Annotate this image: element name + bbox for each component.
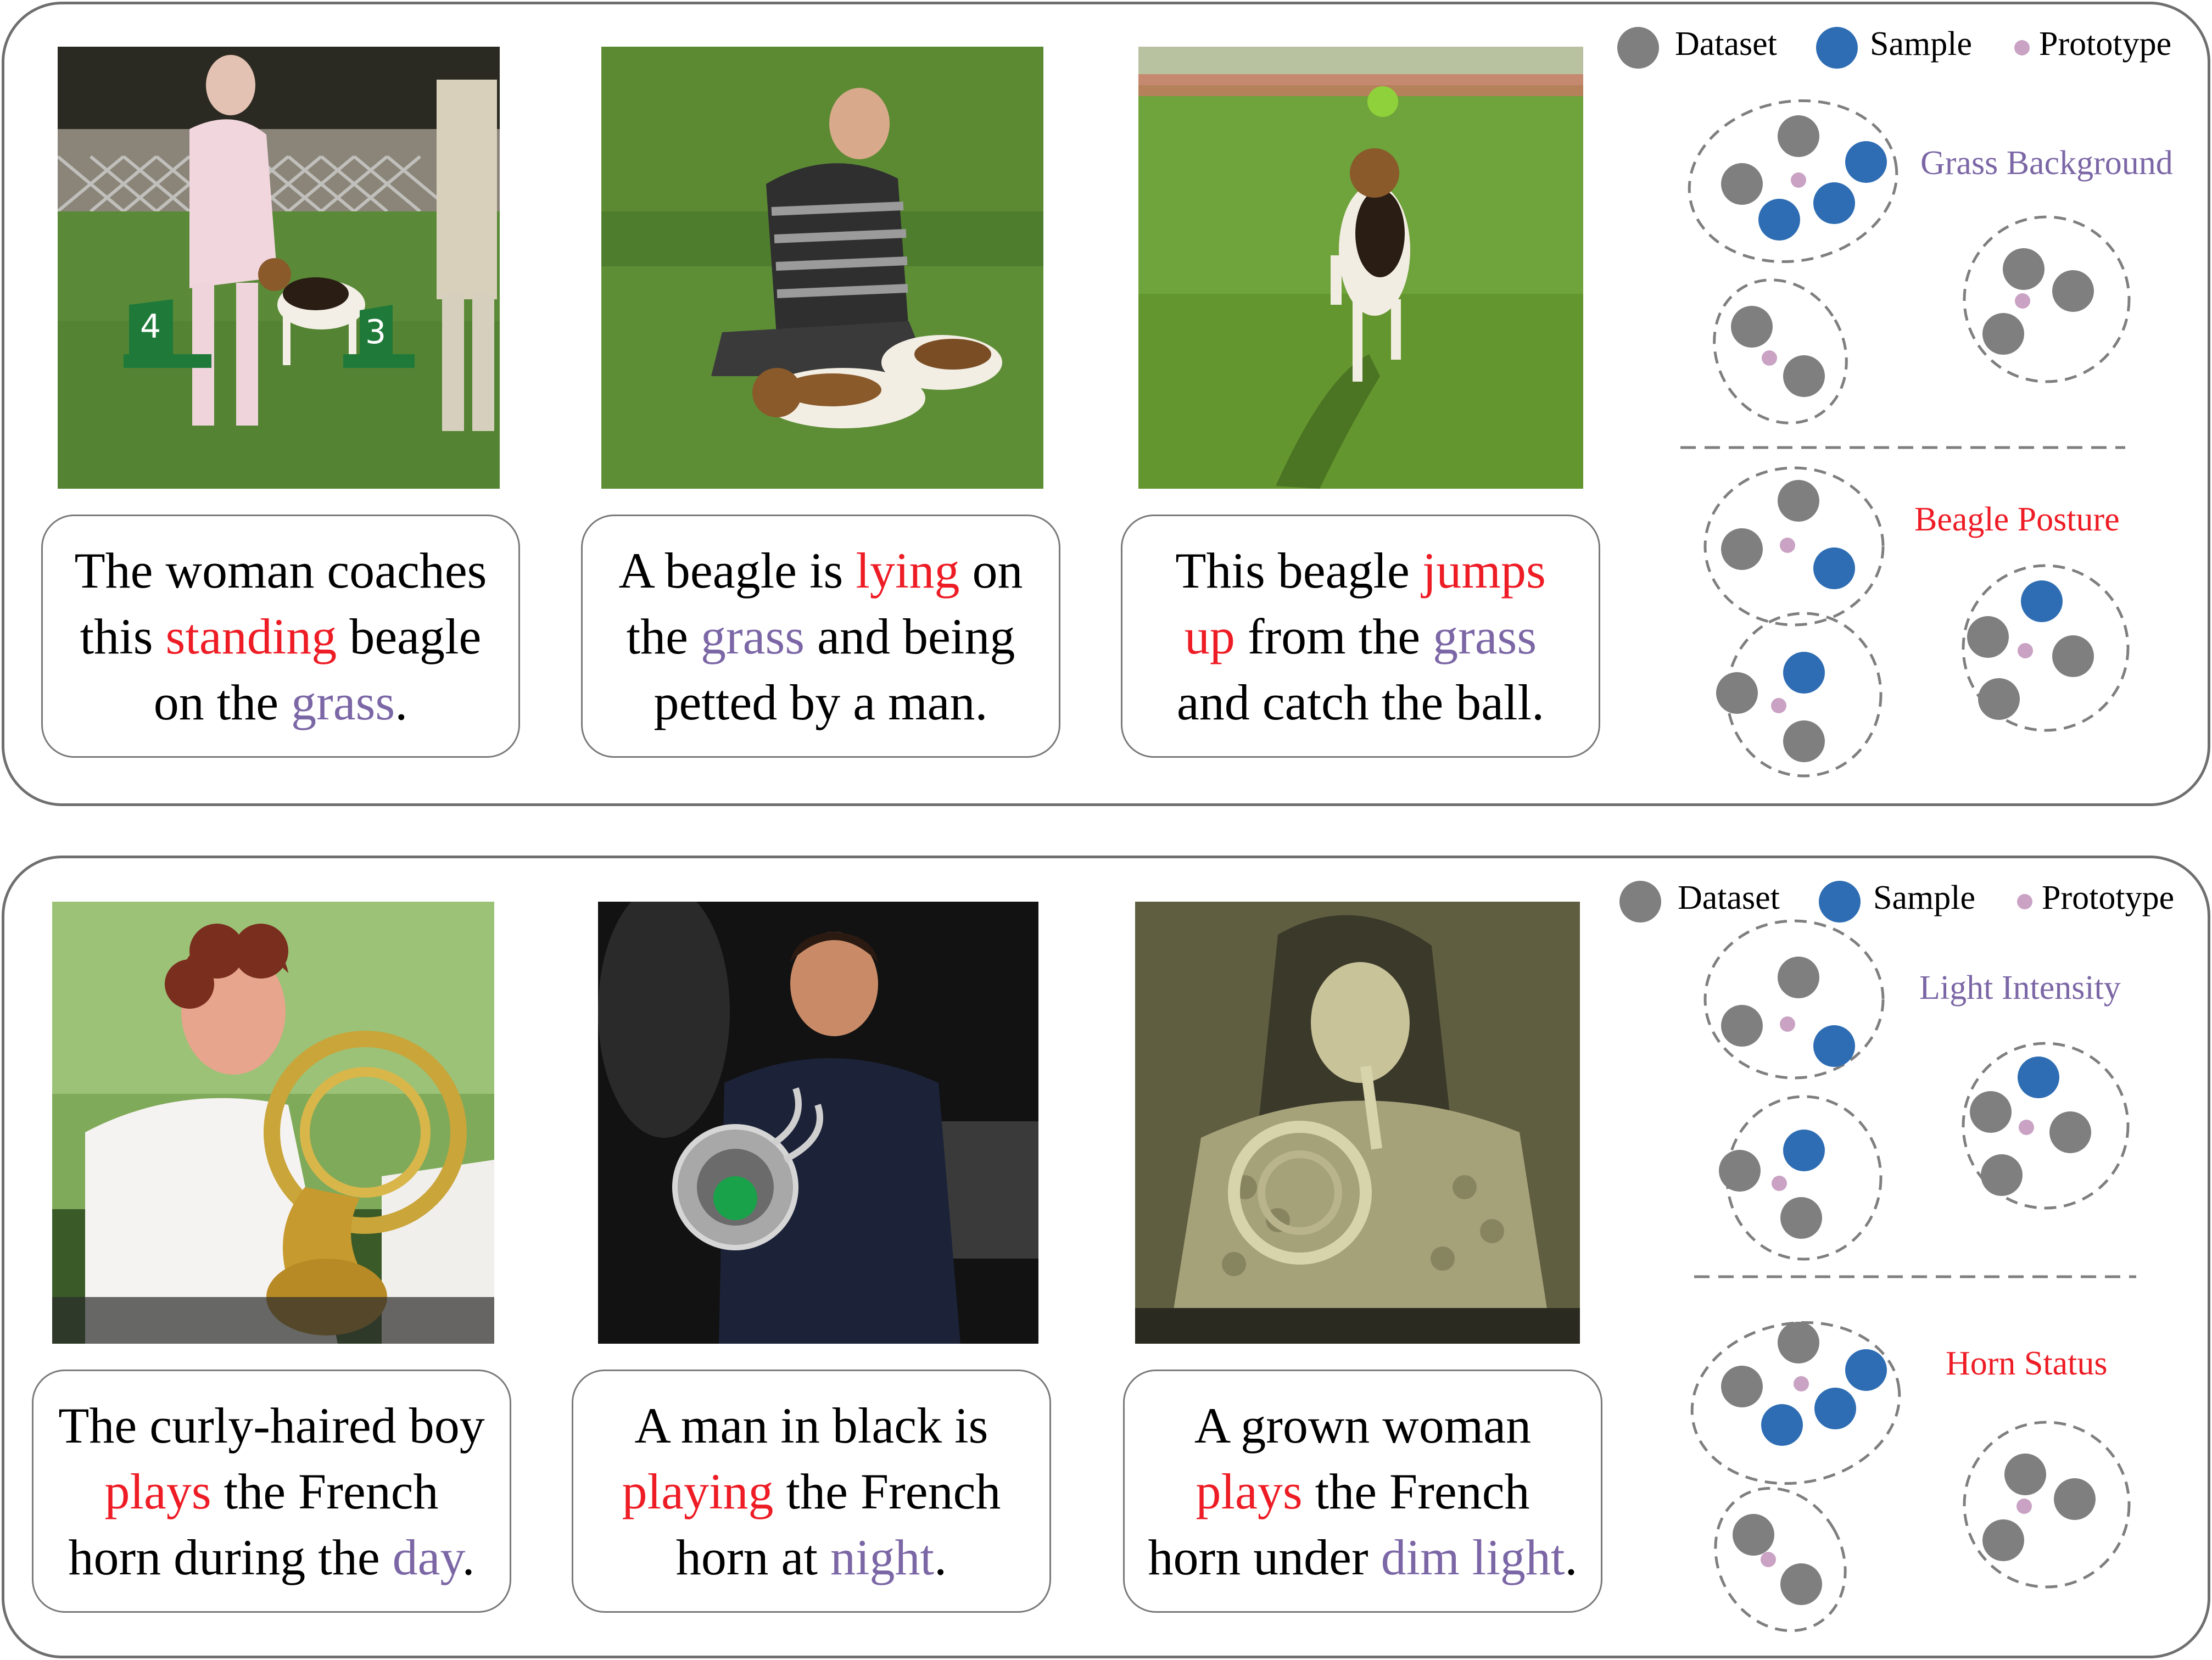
caption-line: and catch the ball. bbox=[1175, 669, 1546, 735]
photo-woman-playing-horn-dim bbox=[1135, 902, 1580, 1344]
caption-beagle-3: This beagle jumps up from the grass and ca… bbox=[1121, 515, 1600, 758]
photo-man-playing-horn-night bbox=[598, 902, 1038, 1344]
caption-line: on the grass. bbox=[74, 669, 487, 735]
caption-segment: this bbox=[80, 608, 166, 664]
legend-prototype-label-2: Prototype bbox=[2042, 879, 2175, 916]
caption-segment: petted by a man. bbox=[653, 674, 988, 730]
caption-segment: . bbox=[934, 1529, 947, 1585]
caption-text: This beagle jumps up from the grass and ca… bbox=[1175, 538, 1546, 735]
legend-sample-label-2: Sample bbox=[1873, 879, 1975, 916]
topic-light-intensity: Light Intensity bbox=[1919, 969, 2121, 1007]
caption-text: A beagle is lying on the grass and being p… bbox=[619, 538, 1023, 735]
svg-text:4: 4 bbox=[140, 308, 161, 346]
caption-line: petted by a man. bbox=[619, 669, 1023, 735]
caption-horn-1: The curly-haired boy plays the French horn… bbox=[32, 1370, 511, 1613]
caption-segment: the French bbox=[1302, 1463, 1530, 1519]
caption-segment: and catch the ball. bbox=[1176, 674, 1545, 730]
caption-segment: horn during the bbox=[68, 1529, 393, 1585]
photo-woman-coaching-beagle: 4 3 bbox=[58, 47, 500, 489]
caption-line: plays the French bbox=[1148, 1458, 1578, 1524]
photo-boy-playing-horn-day bbox=[52, 902, 494, 1344]
caption-segment: beagle bbox=[337, 608, 482, 664]
caption-action-word: plays bbox=[104, 1463, 211, 1519]
caption-segment: The woman coaches bbox=[74, 542, 487, 599]
caption-horn-2: A man in black is playing the French horn … bbox=[572, 1370, 1051, 1613]
caption-line: this standing beagle bbox=[74, 603, 487, 669]
caption-segment: horn under bbox=[1148, 1529, 1381, 1585]
caption-segment: The curly-haired boy bbox=[58, 1397, 485, 1454]
caption-line: A man in black is bbox=[622, 1393, 1001, 1458]
caption-horn-3: A grown woman plays the French horn under … bbox=[1123, 1370, 1602, 1613]
legend-prototype-label: Prototype bbox=[2039, 25, 2172, 63]
caption-line: A grown woman bbox=[1148, 1393, 1578, 1458]
caption-context-word: grass bbox=[701, 608, 805, 664]
photo-beagle-jumping bbox=[1138, 47, 1583, 489]
caption-beagle-2: A beagle is lying on the grass and being p… bbox=[581, 515, 1060, 758]
caption-line: plays the French bbox=[58, 1458, 485, 1524]
caption-segment: . bbox=[395, 674, 408, 730]
caption-action-word: up bbox=[1184, 608, 1235, 664]
caption-action-word: lying bbox=[856, 542, 960, 599]
caption-context-word: dim light bbox=[1381, 1529, 1565, 1585]
caption-text: The curly-haired boy plays the French horn… bbox=[58, 1393, 485, 1590]
caption-segment: the bbox=[626, 608, 701, 664]
caption-text: A man in black is playing the French horn … bbox=[622, 1393, 1001, 1590]
topic-grass-background: Grass Background bbox=[1920, 144, 2173, 182]
caption-line: playing the French bbox=[622, 1458, 1001, 1524]
caption-line: A beagle is lying on bbox=[619, 538, 1023, 603]
caption-segment: A man in black is bbox=[634, 1397, 988, 1454]
caption-line: up from the grass bbox=[1175, 603, 1546, 669]
caption-segment: A beagle is bbox=[618, 542, 856, 599]
caption-context-word: night bbox=[830, 1529, 935, 1585]
caption-segment: on bbox=[959, 542, 1023, 599]
photo-man-petting-beagles bbox=[601, 47, 1043, 489]
caption-line: The woman coaches bbox=[74, 538, 487, 603]
caption-line: The curly-haired boy bbox=[58, 1393, 485, 1458]
caption-segment: on the bbox=[153, 674, 292, 730]
caption-action-word: standing bbox=[165, 608, 337, 664]
caption-line: horn during the day. bbox=[58, 1524, 485, 1590]
caption-segment: This beagle bbox=[1175, 542, 1422, 599]
caption-action-word: playing bbox=[622, 1463, 774, 1519]
caption-segment: A grown woman bbox=[1194, 1397, 1532, 1454]
caption-context-word: grass bbox=[291, 674, 395, 730]
caption-line: horn at night. bbox=[622, 1524, 1001, 1590]
caption-action-word: jumps bbox=[1422, 542, 1546, 599]
caption-context-word: grass bbox=[1433, 608, 1537, 664]
caption-segment: . bbox=[462, 1529, 475, 1585]
caption-segment: and being bbox=[805, 608, 1015, 664]
caption-text: The woman coaches this standing beagle on … bbox=[74, 538, 487, 735]
caption-segment: the French bbox=[773, 1463, 1001, 1519]
caption-segment: the French bbox=[211, 1463, 439, 1519]
caption-context-word: day bbox=[392, 1529, 462, 1585]
caption-text: A grown woman plays the French horn under … bbox=[1148, 1393, 1578, 1590]
caption-line: horn under dim light. bbox=[1148, 1524, 1578, 1590]
caption-segment: . bbox=[1565, 1529, 1578, 1585]
legend-dataset-label-2: Dataset bbox=[1678, 879, 1780, 916]
caption-action-word: plays bbox=[1196, 1463, 1303, 1519]
caption-line: This beagle jumps bbox=[1175, 538, 1546, 603]
topic-horn-status: Horn Status bbox=[1946, 1345, 2108, 1382]
caption-segment: horn at bbox=[675, 1529, 830, 1585]
caption-beagle-1: The woman coaches this standing beagle on … bbox=[41, 515, 520, 758]
topic-beagle-posture: Beagle Posture bbox=[1914, 501, 2120, 538]
caption-segment: from the bbox=[1235, 608, 1433, 664]
legend-sample-label: Sample bbox=[1870, 25, 1972, 63]
legend-dataset-label: Dataset bbox=[1675, 25, 1777, 63]
svg-text:3: 3 bbox=[365, 313, 386, 351]
caption-line: the grass and being bbox=[619, 603, 1023, 669]
